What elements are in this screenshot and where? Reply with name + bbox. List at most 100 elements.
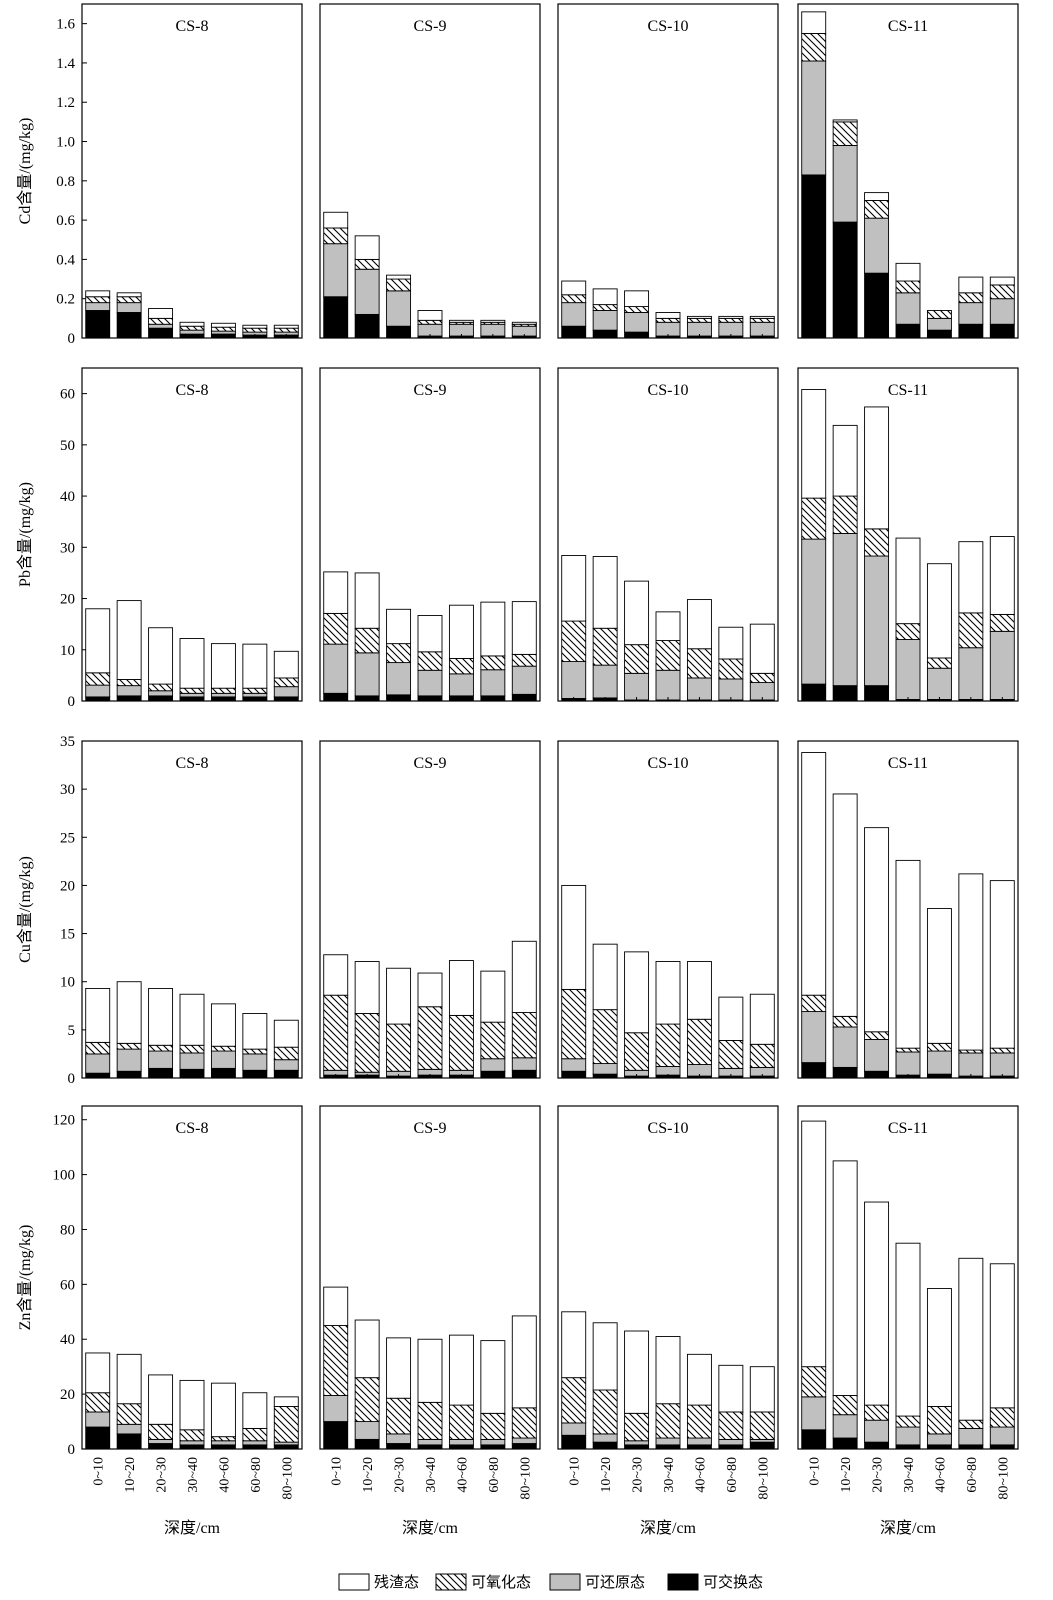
bar-segment-residual	[210, 322, 236, 328]
x-tick-label: 10~20	[599, 1457, 614, 1493]
bar-segment-residual	[989, 536, 1015, 615]
x-tick-label: 80~100	[756, 1457, 771, 1500]
panel-title: CS-9	[414, 18, 447, 35]
bar-segment-residual	[386, 967, 412, 1025]
bar-segment-residual	[417, 972, 443, 1008]
panel-frame	[319, 3, 541, 339]
bar-segment-residual	[561, 280, 587, 296]
bar-segment-oxidizable	[926, 1042, 952, 1052]
bar-segment-reducible	[989, 298, 1015, 325]
bar-segment-oxidizable	[323, 227, 349, 245]
bar-segment-reducible	[511, 665, 537, 695]
bar-segment-reducible	[386, 290, 412, 327]
bar-segment-oxidizable	[354, 627, 380, 654]
y-tick-label: 80	[60, 1222, 75, 1238]
panel-title: CS-9	[414, 1120, 447, 1137]
bar-segment-residual	[958, 276, 984, 294]
y-tick-label: 40	[60, 489, 75, 505]
bar-segment-oxidizable	[179, 325, 205, 331]
bar-segment-reducible	[895, 1051, 921, 1076]
bar-segment-reducible	[832, 145, 858, 223]
bar-segment-oxidizable	[210, 687, 236, 694]
legend: 残渣态 可氧化态 可还原态 可交换态	[338, 1573, 763, 1591]
bar-segment-oxidizable	[655, 1023, 681, 1067]
x-tick-label: 60~80	[487, 1457, 502, 1493]
bar-segment-oxidizable	[417, 319, 443, 325]
bar-segment-reducible	[148, 690, 174, 697]
bar-segment-reducible	[210, 1050, 236, 1069]
bar-segment-reducible	[116, 1423, 142, 1435]
panel-frame	[557, 3, 779, 339]
bar-segment-residual	[624, 1330, 650, 1414]
bar-segment-reducible	[561, 661, 587, 699]
bar-segment-residual	[148, 1374, 174, 1425]
bar-segment-residual	[832, 119, 858, 123]
bar-segment-reducible	[718, 678, 744, 701]
bar-segment-residual	[85, 988, 111, 1043]
y-tick-label: 1.6	[56, 17, 75, 33]
bar-segment-residual	[273, 324, 299, 329]
bar-segment-reducible	[864, 1039, 890, 1072]
bar-segment-oxidizable	[511, 653, 537, 667]
bar-segment-residual	[480, 601, 506, 657]
bar-segment-reducible	[624, 1440, 650, 1446]
y-axis-label: Cd含量/(mg/kg)	[16, 118, 34, 225]
panel-title: CS-11	[888, 18, 928, 35]
x-tick-label: 40~60	[933, 1457, 948, 1493]
bar-segment-residual	[179, 321, 205, 327]
bar-segment-exchangeable	[323, 296, 349, 339]
panel-title: CS-9	[414, 382, 447, 399]
bar-segment-oxidizable	[354, 1013, 380, 1073]
bar-segment-oxidizable	[624, 644, 650, 674]
bar-segment-reducible	[85, 1411, 111, 1428]
bar-segment-oxidizable	[148, 317, 174, 325]
bar-segment-oxidizable	[273, 1046, 299, 1061]
x-tick-label: 80~100	[280, 1457, 295, 1500]
panel-title: CS-8	[176, 18, 209, 35]
panel-frame	[81, 3, 303, 339]
panel-cs-9-1: CS-9	[319, 367, 541, 702]
bar-segment-oxidizable	[561, 294, 587, 304]
bar-segment-reducible	[655, 1437, 681, 1446]
bar-segment-residual	[749, 623, 775, 674]
bar-segment-oxidizable	[718, 658, 744, 680]
bar-segment-oxidizable	[242, 327, 268, 333]
bar-segment-reducible	[179, 329, 205, 335]
bar-segment-residual	[864, 1201, 890, 1406]
bar-segment-residual	[749, 315, 775, 319]
bar-segment-residual	[686, 1353, 712, 1406]
bar-segment-oxidizable	[655, 1403, 681, 1439]
legend-label-residual: 残渣态	[374, 1574, 419, 1591]
bar-segment-residual	[386, 274, 412, 280]
panel-cs-11-2: CS-11	[797, 740, 1019, 1079]
bar-segment-reducible	[85, 302, 111, 311]
bar-segment-reducible	[323, 643, 349, 694]
bar-segment-oxidizable	[832, 121, 858, 146]
bar-segment-oxidizable	[749, 672, 775, 684]
x-tick-label: 30~40	[902, 1457, 917, 1493]
bar-segment-reducible	[801, 1011, 827, 1064]
bar-segment-oxidizable	[864, 200, 890, 219]
bar-segment-residual	[989, 880, 1015, 1049]
bar-segment-reducible	[210, 1440, 236, 1446]
bar-segment-oxidizable	[417, 1006, 443, 1070]
bar-segment-residual	[480, 970, 506, 1023]
y-tick-label: 0.4	[56, 252, 75, 268]
bar-segment-oxidizable	[85, 1392, 111, 1413]
bar-segment-oxidizable	[686, 1404, 712, 1439]
bar-segment-reducible	[148, 1438, 174, 1444]
bar-segment-reducible	[592, 1433, 618, 1443]
bar-segment-reducible	[989, 630, 1015, 700]
bar-segment-oxidizable	[116, 1403, 142, 1425]
bar-segment-oxidizable	[448, 1404, 474, 1440]
bar-segment-oxidizable	[801, 33, 827, 62]
bar-segment-reducible	[592, 664, 618, 699]
bar-segment-residual	[242, 643, 268, 689]
bar-segment-residual	[273, 1019, 299, 1048]
bar-segment-oxidizable	[801, 994, 827, 1013]
bar-segment-reducible	[179, 1052, 205, 1070]
bar-segment-residual	[895, 537, 921, 625]
x-axis-label: 深度/cm	[640, 1519, 697, 1537]
bar-segment-oxidizable	[179, 687, 205, 694]
bar-segment-oxidizable	[116, 1042, 142, 1050]
